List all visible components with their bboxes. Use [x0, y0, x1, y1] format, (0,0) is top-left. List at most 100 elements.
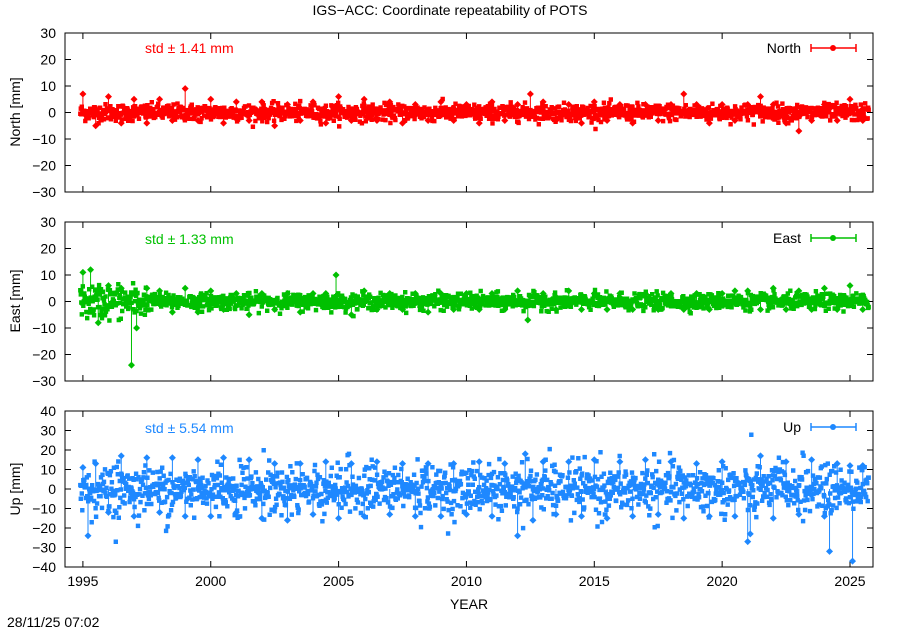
timestamp: 28/11/25 07:02 [7, 614, 100, 630]
data-point-north [386, 98, 394, 106]
data-point-north [437, 98, 445, 106]
data-point-east [127, 361, 135, 369]
data-point-north [450, 116, 458, 124]
data-point-east [514, 287, 522, 295]
data-point-north [795, 127, 803, 135]
data-east [78, 266, 871, 369]
data-point-up [578, 512, 586, 520]
data-point-east [79, 268, 87, 276]
ylabel-east: East [mm] [7, 269, 23, 332]
data-point-east [194, 308, 202, 316]
data-point-up [693, 460, 701, 468]
data-point-east [168, 308, 176, 316]
data-point-up [529, 516, 537, 524]
data-point-up [181, 512, 189, 520]
ytick-label-east: 20 [40, 241, 56, 257]
data-point-up [373, 458, 381, 466]
data-point-north [232, 98, 240, 106]
data-point-east [475, 305, 483, 313]
data-point-up [347, 460, 355, 468]
data-point-east [501, 305, 509, 313]
data-point-up [258, 514, 266, 522]
data-point-east [332, 271, 340, 279]
ytick-label-up: 30 [40, 423, 56, 439]
data-point-east [705, 305, 713, 313]
data-point-up [322, 458, 330, 466]
data-point-up [424, 460, 432, 468]
data-point-north [156, 95, 164, 103]
data-point-up [335, 514, 343, 522]
data-point-north [846, 95, 854, 103]
data-point-east [87, 266, 95, 274]
noise-cloud-up [78, 432, 871, 545]
data-point-east [373, 305, 381, 313]
data-point-north [756, 93, 764, 101]
std-annotation-north: std ± 1.41 mm [145, 40, 234, 56]
ytick-label-up: −40 [32, 559, 56, 575]
legend-label-up: Up [783, 419, 801, 435]
data-point-east [616, 290, 624, 298]
ylabel-north: North [mm] [7, 77, 23, 146]
data-point-north [731, 116, 739, 124]
ytick-label-east: −20 [32, 347, 56, 363]
data-point-up [603, 514, 611, 522]
chart-title: IGS−ACC: Coordinate repeatability of POT… [312, 2, 587, 18]
std-annotation-east: std ± 1.33 mm [145, 231, 234, 247]
data-point-north [117, 119, 125, 127]
noise-cloud-north [78, 96, 871, 132]
data-point-north [488, 98, 496, 106]
legend-key-up [810, 423, 857, 431]
data-point-up [744, 538, 752, 546]
data-point-north [258, 98, 266, 106]
data-point-up [705, 512, 713, 520]
data-point-north [92, 122, 100, 130]
data-point-up [245, 456, 253, 464]
data-point-east [782, 305, 790, 313]
data-point-north [616, 101, 624, 109]
data-point-north [309, 98, 317, 106]
data-point-north [578, 119, 586, 127]
data-point-up [590, 456, 598, 464]
legend-key-east [810, 234, 857, 242]
legend-marker-north [830, 45, 836, 51]
data-point-north [79, 90, 87, 98]
data-point-north [744, 101, 752, 109]
data-point-up [641, 456, 649, 464]
xtick-label: 2005 [323, 573, 354, 589]
data-point-up [552, 510, 560, 518]
data-point-east [808, 305, 816, 313]
data-point-north [283, 101, 291, 109]
data-point-east [769, 284, 777, 292]
data-point-north [833, 116, 841, 124]
data-point-north [718, 101, 726, 109]
data-point-up [616, 458, 624, 466]
data-point-east [539, 290, 547, 298]
data-point-east [565, 287, 573, 295]
data-point-north [335, 93, 343, 101]
data-point-up [450, 460, 458, 468]
data-point-east [207, 287, 215, 295]
ticks-north: 30 20 10 0 −10 −20 −30 [32, 25, 873, 200]
data-point-up [795, 510, 803, 518]
ytick-label-east: −30 [32, 373, 56, 389]
data-point-east [859, 305, 867, 313]
data-point-up [846, 462, 854, 470]
data-point-north [399, 119, 407, 127]
ytick-label-north: 10 [40, 78, 56, 94]
data-point-north [220, 119, 228, 127]
legend-key-north [810, 44, 857, 52]
data-point-east [641, 290, 649, 298]
data-point-east [143, 284, 151, 292]
data-point-up [386, 510, 394, 518]
ticks-east: 30 20 10 0 −10 −20 −30 [32, 214, 873, 389]
data-point-up [539, 458, 547, 466]
data-point-up [79, 464, 87, 472]
data-point-north [654, 116, 662, 124]
ytick-label-north: −10 [32, 131, 56, 147]
data-point-up [746, 530, 754, 538]
data-point-up [833, 460, 841, 468]
data-point-up [820, 512, 828, 520]
ytick-label-north: 0 [48, 105, 56, 121]
ytick-label-up: −20 [32, 520, 56, 536]
